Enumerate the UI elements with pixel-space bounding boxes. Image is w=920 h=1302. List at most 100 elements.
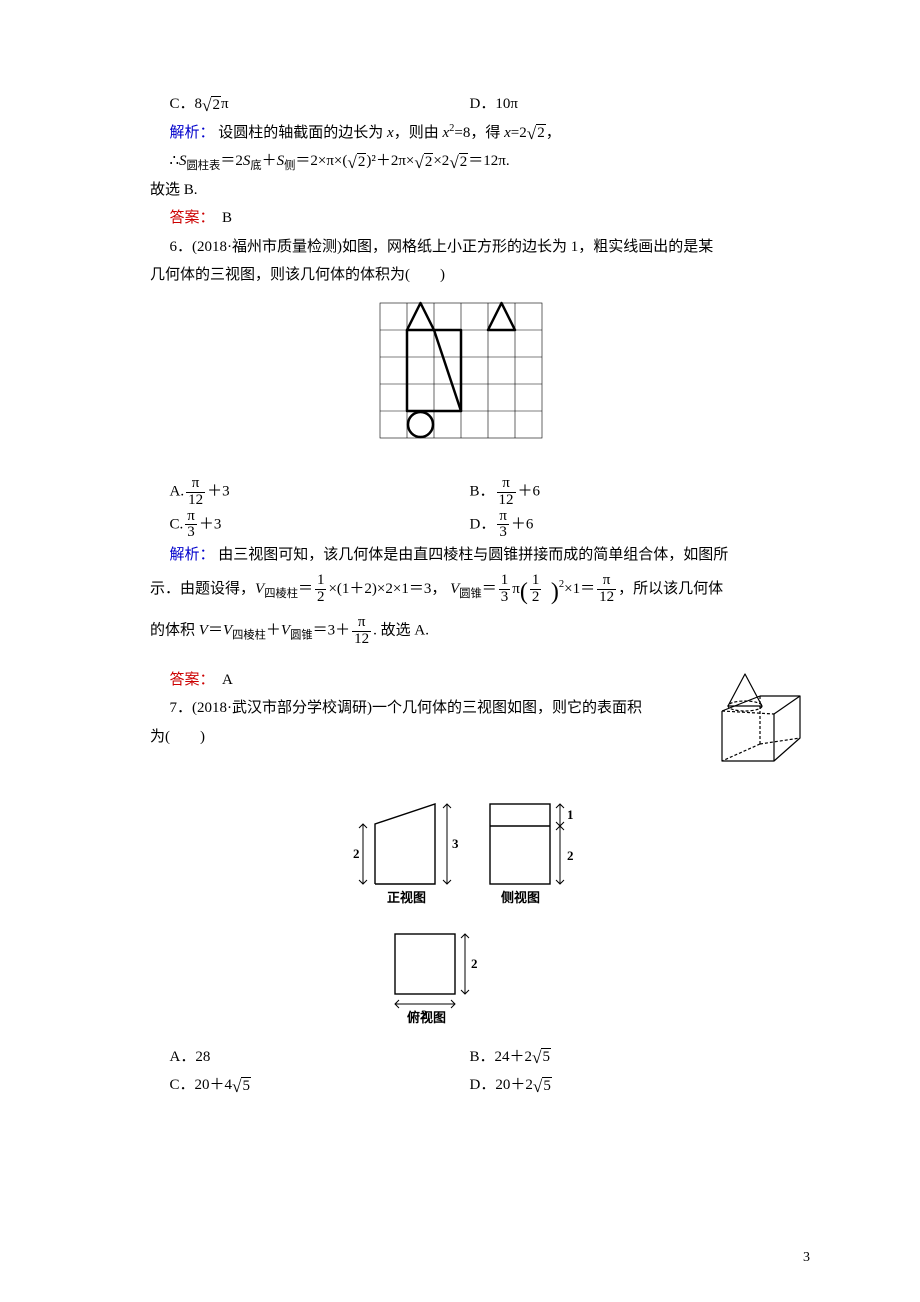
sub: 底 — [250, 160, 261, 172]
opt-d: D．20＋2√5 — [470, 1071, 770, 1100]
opt-d: D．10π — [470, 90, 770, 119]
ans: B — [222, 210, 232, 226]
sqrt-icon: √2 — [449, 153, 468, 171]
label-top: 俯视图 — [407, 1010, 446, 1024]
t: ，所以该几何体 — [618, 581, 723, 597]
var-x: x — [504, 125, 511, 141]
q6-explain-line1: 解析： 由三视图可知，该几何体是由直四棱柱与圆锥拼接而成的简单组合体，如图所 — [120, 541, 810, 570]
sqrt-icon: √2 — [347, 153, 366, 171]
daan-label: 答案： — [170, 672, 208, 688]
t: ＋6 — [511, 516, 534, 532]
label-front: 正视图 — [387, 890, 426, 905]
sub: 四棱柱 — [264, 588, 298, 600]
t: ， — [546, 125, 561, 141]
three-view-icon: 2 3 1 2 2 2 正视图 侧视图 俯视图 — [335, 794, 595, 1024]
t: D． — [470, 516, 496, 532]
q5-explain-line1: 解析： 设圆柱的轴截面的边长为 x，则由 x2=8，得 x=2√2， — [120, 119, 810, 148]
opt-a: A.π12＋3 — [170, 476, 470, 509]
opt-c: C．8√2π — [170, 90, 470, 119]
dim: 3 — [452, 836, 459, 851]
q6-figure — [120, 298, 810, 469]
q6-opts-cd: C.π3＋3 D．π3＋6 — [120, 509, 810, 542]
sqrt-icon: √5 — [533, 1077, 552, 1095]
t: ＝3＋ — [313, 623, 351, 639]
var-V: V — [223, 623, 232, 639]
t: 故选 B. — [150, 182, 198, 198]
grid-diagram-icon — [370, 298, 560, 458]
t: ＝ — [482, 581, 497, 597]
t: ＋ — [266, 623, 281, 639]
t: C. — [170, 516, 184, 532]
solid-icon — [710, 666, 810, 776]
jiexi-label: 解析： — [170, 125, 215, 141]
q5-opts-cd: C．8√2π D．10π — [120, 90, 810, 119]
var-x: x — [387, 125, 394, 141]
var-S: S — [179, 153, 187, 169]
dim: 2 — [353, 846, 360, 861]
t: ×(1＋2)×2×1＝3， — [328, 581, 446, 597]
q7-line1: 7．(2018·武汉市部分学校调研)一个几何体的三视图如图，则它的表面积 — [120, 694, 810, 723]
q6-answer: 答案： A — [120, 666, 810, 695]
fraction: π12 — [186, 476, 205, 509]
t: ＋3 — [199, 516, 222, 532]
t: =2 — [511, 125, 527, 141]
fraction: π3 — [185, 509, 197, 542]
t: )²＋2π× — [366, 153, 414, 169]
q7-opts-cd: C．20＋4√5 D．20＋2√5 — [120, 1071, 810, 1100]
t: 设圆柱的轴截面的边长为 — [218, 125, 387, 141]
t: ＋ — [262, 153, 277, 169]
t: C．20＋4 — [170, 1077, 233, 1093]
t: A. — [170, 484, 185, 500]
opt-b: B．24＋2√5 — [470, 1043, 770, 1072]
q6-explain-line3: 的体积 V＝V四棱柱＋V圆锥＝3＋π12. 故选 A. — [120, 615, 810, 648]
sub: 侧 — [284, 160, 295, 172]
sub: 圆锥 — [290, 630, 313, 642]
sqrt-icon: √2 — [414, 153, 433, 171]
t: . 故选 A. — [373, 623, 429, 639]
fraction: π3 — [497, 509, 509, 542]
sub: 圆锥 — [459, 588, 482, 600]
sub: 圆柱表 — [187, 160, 221, 172]
fraction: 12 — [315, 573, 327, 606]
var-S: S — [277, 153, 285, 169]
t: ，则由 — [394, 125, 443, 141]
fraction: π12 — [597, 573, 616, 606]
fraction: 13 — [499, 573, 511, 606]
fraction: π12 — [352, 615, 371, 648]
opt-c: C．20＋4√5 — [170, 1071, 470, 1100]
opt-c-text: C．8 — [170, 96, 203, 112]
t: ＝2×π×( — [295, 153, 347, 169]
t: ＝ — [298, 581, 313, 597]
jiexi-label: 解析： — [170, 547, 215, 563]
page-number: 3 — [803, 1245, 810, 1272]
t: ＝2 — [220, 153, 243, 169]
sqrt-icon: √2 — [202, 96, 221, 114]
fraction: 12 — [530, 573, 542, 606]
opt-b: B．π12＋6 — [470, 476, 770, 509]
sqrt-icon: √5 — [232, 1077, 251, 1095]
t: ×2 — [433, 153, 449, 169]
t: ＝ — [208, 623, 223, 639]
t: 由三视图可知，该几何体是由直四棱柱与圆锥拼接而成的简单组合体，如图所 — [218, 547, 728, 563]
fraction: π12 — [497, 476, 516, 509]
sqrt-icon: √5 — [532, 1048, 551, 1066]
t: B． — [470, 484, 495, 500]
opt-a: A．28 — [170, 1043, 470, 1072]
q5-explain-line2: ∴S圆柱表＝2S底＋S侧＝2×π×(√2)²＋2π×√2×2√2＝12π. — [120, 147, 810, 176]
t: A．28 — [170, 1049, 211, 1065]
var-V: V — [450, 581, 459, 597]
var-V: V — [255, 581, 264, 597]
q6-explain-line2: 示．由题设得，V四棱柱＝12×(1＋2)×2×1＝3， V圆锥＝13π(12 )… — [120, 570, 810, 616]
q6-opts-ab: A.π12＋3 B．π12＋6 — [120, 476, 810, 509]
label-side: 侧视图 — [501, 890, 540, 905]
t: 的体积 — [150, 623, 199, 639]
q7-three-views: 2 3 1 2 2 2 正视图 侧视图 俯视图 — [120, 794, 810, 1035]
var-V: V — [199, 623, 208, 639]
var-V: V — [281, 623, 290, 639]
t: B．24＋2 — [470, 1049, 533, 1065]
t: ＋3 — [207, 484, 230, 500]
q5-answer: 答案： B — [120, 204, 810, 233]
t: =8，得 — [454, 125, 504, 141]
dim: 1 — [567, 807, 574, 822]
q6-line1: 6．(2018·福州市质量检测)如图，网格纸上小正方形的边长为 1，粗实线画出的… — [120, 233, 810, 262]
